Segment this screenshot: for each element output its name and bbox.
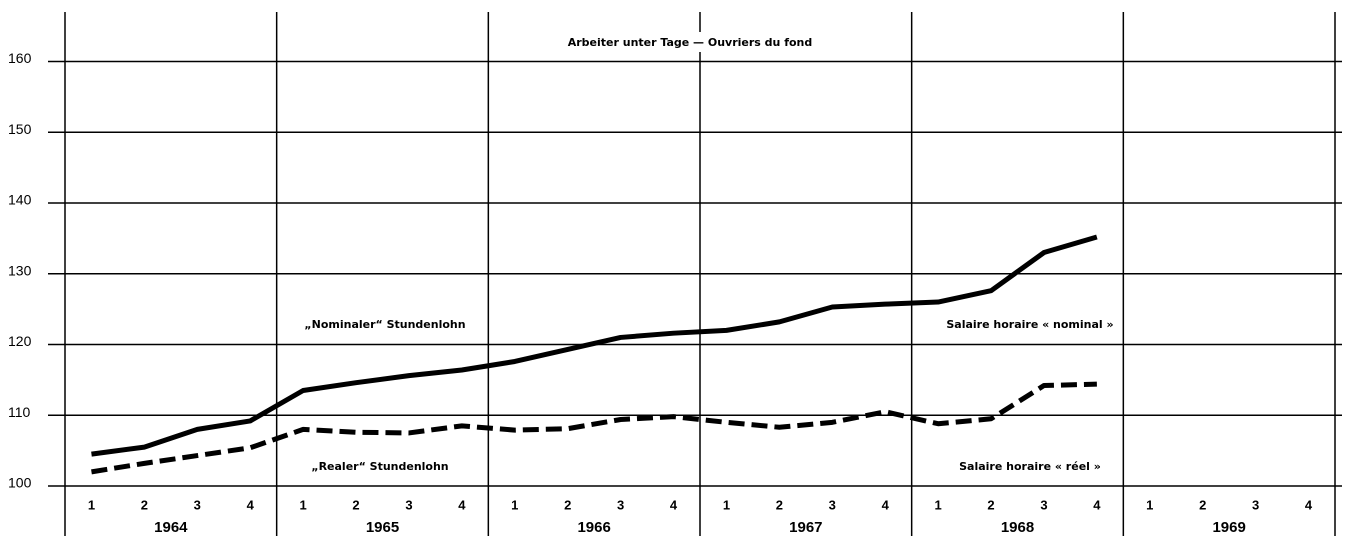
x-tick-label: 1 (511, 497, 518, 512)
annotation: „Nominaler“ Stundenlohn (304, 318, 465, 331)
y-tick-label: 140 (8, 192, 32, 208)
x-tick-label: 3 (617, 497, 624, 512)
x-tick-label: 1 (88, 497, 95, 512)
x-tick-label: 4 (1093, 497, 1101, 512)
x-tick-label: 2 (776, 497, 783, 512)
y-tick-label: 100 (8, 475, 32, 491)
x-tick-label: 4 (458, 497, 466, 512)
year-label: 1969 (1212, 519, 1245, 536)
x-tick-label: 3 (829, 497, 836, 512)
year-label: 1966 (577, 519, 610, 536)
x-tick-label: 4 (882, 497, 890, 512)
annotation: „Realer“ Stundenlohn (311, 460, 448, 473)
x-tick-label: 1 (300, 497, 307, 512)
x-tick-label: 1 (723, 497, 730, 512)
y-tick-label: 130 (8, 262, 32, 278)
x-tick-label: 4 (247, 497, 255, 512)
x-tick-label: 3 (1040, 497, 1047, 512)
x-tick-label: 2 (352, 497, 359, 512)
series-line (91, 234, 1098, 457)
x-tick-label: 4 (1305, 497, 1313, 512)
x-tick-label: 4 (670, 497, 678, 512)
year-label: 1964 (154, 519, 188, 536)
year-label: 1965 (366, 519, 399, 536)
year-dividers (64, 12, 1336, 536)
x-tick-label: 1 (935, 497, 942, 512)
chart-title: Arbeiter unter Tage — Ouvriers du fond (568, 36, 813, 49)
year-label: 1967 (789, 519, 822, 536)
x-tick-label: 1 (1146, 497, 1153, 512)
annotation: Salaire horaire « réel » (959, 460, 1101, 473)
x-tick-label: 2 (987, 497, 994, 512)
y-tick-label: 160 (8, 50, 32, 66)
x-tick-label: 2 (564, 497, 571, 512)
y-tick-label: 150 (8, 121, 32, 137)
y-tick-label: 110 (8, 404, 31, 420)
x-tick-label: 2 (141, 497, 148, 512)
year-label: 1968 (1001, 519, 1034, 536)
series-line (91, 381, 1097, 475)
title-background (535, 32, 845, 52)
x-tick-label: 3 (405, 497, 412, 512)
annotation: Salaire horaire « nominal » (946, 318, 1113, 331)
x-tick-label: 2 (1199, 497, 1206, 512)
y-tick-label: 120 (8, 333, 32, 349)
x-tick-label: 3 (1252, 497, 1259, 512)
x-tick-label: 3 (194, 497, 201, 512)
